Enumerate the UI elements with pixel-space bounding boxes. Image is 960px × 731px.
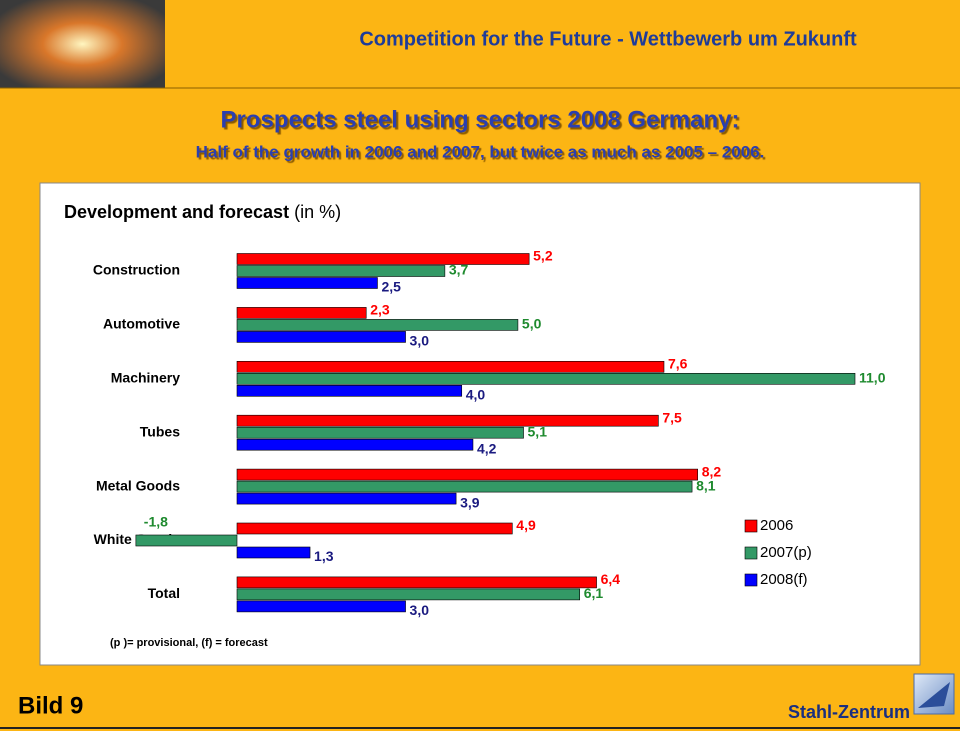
footer-brand: Stahl-Zentrum bbox=[788, 702, 910, 722]
bar bbox=[237, 601, 406, 612]
bar bbox=[237, 427, 524, 438]
chart-title-note: (in %) bbox=[294, 202, 341, 222]
note: (p )= provisional, (f) = forecast bbox=[110, 637, 268, 649]
value-label: 5,2 bbox=[533, 248, 553, 264]
value-label: 3,0 bbox=[410, 602, 430, 618]
category-label: Tubes bbox=[140, 423, 180, 439]
value-label: 7,5 bbox=[662, 409, 682, 425]
value-label: 4,0 bbox=[466, 387, 486, 403]
legend-swatch bbox=[745, 574, 757, 586]
legend-swatch bbox=[745, 520, 757, 532]
bar bbox=[237, 361, 664, 372]
bar bbox=[237, 319, 518, 330]
bar bbox=[237, 278, 377, 289]
subtitle: Prospects steel using sectors 2008 Germa… bbox=[221, 106, 740, 133]
bar bbox=[237, 307, 366, 318]
bar bbox=[237, 523, 512, 534]
bar bbox=[237, 385, 462, 396]
value-label: 6,4 bbox=[601, 571, 621, 587]
value-label: 6,1 bbox=[584, 585, 604, 601]
category-label: Automotive bbox=[103, 316, 180, 332]
slide: Competition for the Future - Wettbewerb … bbox=[0, 0, 960, 731]
value-label: 3,0 bbox=[410, 333, 430, 349]
category-label: Total bbox=[148, 585, 180, 601]
chart-title: Development and forecast (in %) bbox=[64, 202, 341, 222]
value-label: 3,9 bbox=[460, 494, 480, 510]
bar bbox=[237, 415, 658, 426]
value-label: 11,0 bbox=[859, 370, 886, 386]
value-label: 4,9 bbox=[516, 517, 536, 533]
value-label: 1,3 bbox=[314, 548, 334, 564]
category-label: Metal Goods bbox=[96, 477, 180, 493]
header-image bbox=[0, 0, 165, 88]
chart-title-main: Development and forecast bbox=[64, 202, 289, 222]
bar bbox=[237, 331, 406, 342]
category-label: Machinery bbox=[111, 370, 180, 386]
value-label: 5,1 bbox=[528, 423, 548, 439]
bar bbox=[237, 439, 473, 450]
bar bbox=[237, 481, 692, 492]
bar bbox=[237, 577, 597, 588]
legend-swatch bbox=[745, 547, 757, 559]
header-title: Competition for the Future - Wettbewerb … bbox=[359, 28, 857, 50]
bar bbox=[237, 373, 855, 384]
value-label: 2,3 bbox=[370, 302, 390, 318]
bar bbox=[237, 589, 580, 600]
bar bbox=[237, 469, 698, 480]
footer-label: Bild 9 bbox=[18, 692, 83, 719]
subtitle-2: Half of the growth in 2006 and 2007, but… bbox=[196, 142, 765, 161]
value-label: 5,0 bbox=[522, 316, 542, 332]
value-label: 2,5 bbox=[381, 279, 401, 295]
bar bbox=[237, 254, 529, 265]
legend-label: 2007(p) bbox=[760, 544, 812, 561]
bar bbox=[237, 493, 456, 504]
value-label: 7,6 bbox=[668, 356, 688, 372]
bar bbox=[237, 266, 445, 277]
category-label: Construction bbox=[93, 262, 180, 278]
value-label: -1,8 bbox=[144, 514, 168, 530]
value-label: 8,1 bbox=[696, 477, 716, 493]
legend-label: 2006 bbox=[760, 517, 793, 534]
value-label: 4,2 bbox=[477, 440, 497, 456]
bar bbox=[237, 547, 310, 558]
value-label: 3,7 bbox=[449, 262, 469, 278]
bar bbox=[136, 535, 237, 546]
legend-label: 2008(f) bbox=[760, 571, 808, 588]
logo bbox=[914, 674, 954, 714]
